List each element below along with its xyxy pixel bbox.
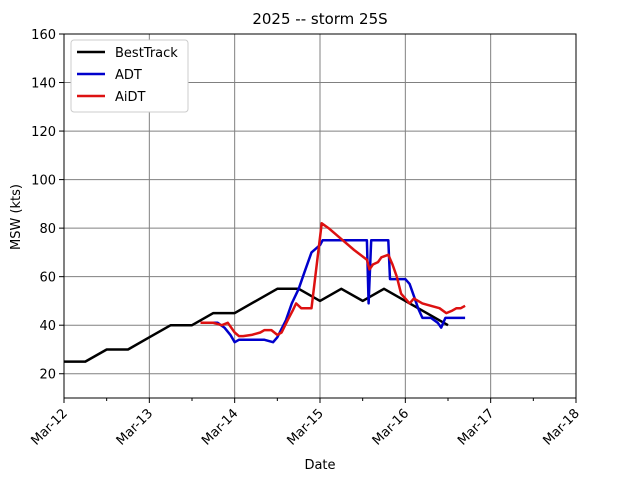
y-axis-title: MSW (kts) (9, 184, 24, 250)
y-tick-label: 100 (31, 174, 56, 189)
legend-label-adt: ADT (115, 68, 142, 83)
series-line-besttrack (64, 287, 449, 363)
legend-label-aidt: AiDT (115, 90, 146, 105)
data-series (64, 222, 466, 363)
legend-box (70, 39, 189, 113)
x-tick-label: Mar-14 (199, 406, 241, 448)
x-tick-label: Mar-13 (114, 406, 156, 448)
legend: BestTrack ADT AiDT (70, 39, 189, 113)
x-tick-label: Mar-16 (370, 406, 412, 448)
series-line-adt (200, 239, 466, 344)
x-tick-label: Mar-15 (284, 406, 326, 448)
y-tick-label: 160 (31, 28, 56, 43)
y-tick-label: 60 (39, 271, 56, 286)
chart-title: 2025 -- storm 25S (252, 10, 387, 28)
x-axis: Mar-12 Mar-13 Mar-14 Mar-15 Mar-16 Mar-17 Mar-… (28, 398, 583, 449)
y-tick-label: 20 (39, 368, 56, 383)
series-line-aidt (200, 222, 466, 338)
x-tick-label: Mar-18 (540, 406, 582, 448)
y-tick-label: 40 (39, 319, 56, 334)
x-tick-label: Mar-12 (28, 406, 70, 448)
y-tick-label: 140 (31, 77, 56, 92)
legend-label-besttrack: BestTrack (115, 46, 178, 61)
x-tick-label: Mar-17 (455, 406, 497, 448)
grid-lines (63, 33, 577, 398)
x-axis-title: Date (304, 458, 335, 473)
y-tick-label: 120 (31, 125, 56, 140)
y-tick-label: 80 (39, 222, 56, 237)
y-axis: 20 40 60 80 100 120 140 160 (31, 28, 64, 383)
